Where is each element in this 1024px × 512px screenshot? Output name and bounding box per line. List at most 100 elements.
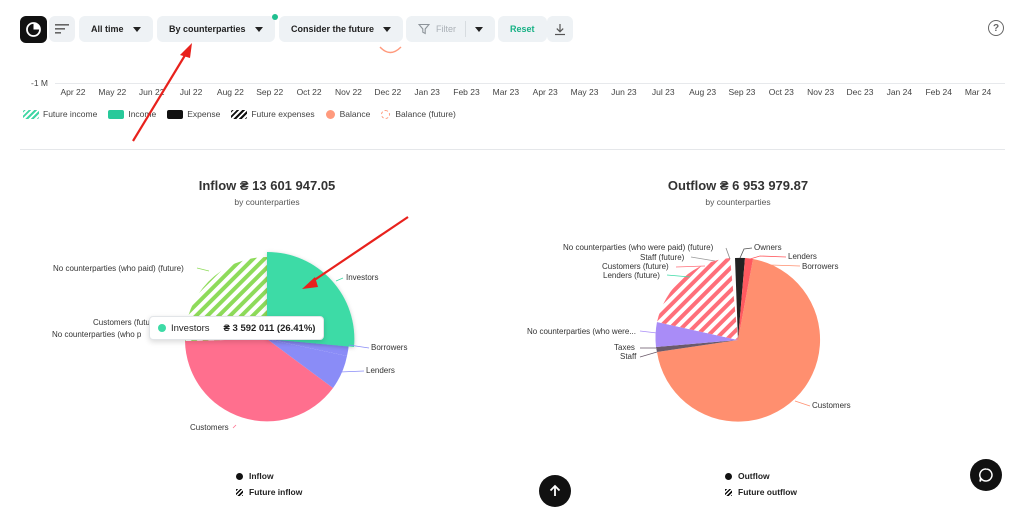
future-income-swatch [23, 109, 39, 119]
outflow-label-staff: Staff [620, 352, 637, 361]
legend-balance[interactable]: Balance [325, 109, 370, 119]
download-icon [555, 23, 565, 35]
legend-future-income[interactable]: Future income [23, 109, 97, 119]
funnel-icon [418, 23, 430, 35]
outflow-label-customers-future: Customers (future) [602, 262, 669, 271]
reset-button[interactable]: Reset [498, 16, 547, 42]
pie-slice-lenders-out[interactable] [738, 258, 753, 340]
reset-label: Reset [510, 24, 535, 34]
inflow-subtitle: by counterparties [234, 197, 300, 207]
timeline-month: Mar 23 [492, 87, 520, 97]
outflow-label-taxes: Taxes [614, 343, 635, 352]
outflow-label-owners: Owners [754, 243, 782, 252]
period-label: All time [91, 24, 124, 34]
timeline-month: Apr 23 [532, 87, 558, 97]
pie-slice-staff[interactable] [656, 340, 738, 352]
outflow-label-staff-future: Staff (future) [640, 253, 685, 262]
pie-slice-future-outflow[interactable] [657, 258, 738, 340]
pie-clock-icon[interactable] [20, 15, 47, 43]
outflow-subtitle: by counterparties [705, 197, 771, 207]
outflow-label-no-cp-clipped: No counterparties (who were... [527, 327, 636, 336]
chat-bubble-icon [979, 468, 993, 482]
timeline-month: Nov 22 [334, 87, 362, 97]
future-outflow-swatch [725, 488, 732, 496]
timeline-month: Jul 23 [651, 87, 675, 97]
future-expenses-swatch [231, 109, 248, 119]
timeline-month: Oct 23 [768, 87, 794, 97]
legend-inflow[interactable]: Inflow [236, 471, 274, 481]
section-divider [20, 149, 1005, 150]
legend-future-expenses[interactable]: Future expenses [231, 109, 315, 119]
legend-balance-future[interactable]: Balance (future) [381, 109, 456, 119]
outflow-label-lenders-future: Lenders (future) [603, 271, 660, 280]
inflow-dot [236, 472, 243, 480]
outflow-title: Outflow ₴ 6 953 979.87 [667, 178, 809, 193]
timeline-month: Nov 23 [807, 87, 835, 97]
legend-future-outflow[interactable]: Future outflow [725, 487, 797, 497]
timeline-month: Jan 23 [414, 87, 440, 97]
timeline-month: Sep 23 [728, 87, 756, 97]
pie-slice-borrowers[interactable] [267, 339, 349, 356]
active-indicator [271, 14, 278, 20]
timeline-month: Apr 22 [60, 87, 86, 97]
legend-outflow[interactable]: Outflow [725, 471, 770, 481]
legend-income[interactable]: Income [108, 109, 156, 119]
inflow-label-customers: Customers [190, 423, 229, 432]
sort-lines-icon[interactable] [49, 16, 75, 42]
timeline-month: Dec 23 [846, 87, 874, 97]
outflow-label-customers: Customers [812, 401, 851, 410]
timeline-month: Aug 23 [689, 87, 717, 97]
filter-dropdown[interactable]: Filter [406, 16, 495, 42]
timeline-month: Aug 22 [216, 87, 244, 97]
timeline-month: Oct 22 [296, 87, 322, 97]
chevron-down-icon [254, 26, 263, 32]
pie-slice-owners[interactable] [735, 257, 745, 340]
pie-slice-lenders[interactable] [267, 339, 347, 388]
inflow-label-no-cp-paid: No counterparties (who p [52, 330, 142, 339]
timeline-month: Feb 23 [453, 87, 480, 97]
legend-future-inflow[interactable]: Future inflow [236, 487, 302, 497]
inflow-label-lenders: Lenders [366, 366, 395, 375]
filter-label: Filter [436, 24, 456, 34]
outflow-label-no-cp-future: No counterparties (who were paid) (futur… [563, 243, 714, 252]
pie-slice-customers[interactable] [185, 339, 333, 422]
chat-button[interactable] [970, 459, 1002, 491]
filter-divider [465, 21, 466, 37]
timeline-month: Jun 22 [138, 87, 165, 97]
y-axis-label: -1 M [31, 78, 48, 88]
outflow-dot [725, 472, 732, 480]
tooltip-name: Investors [171, 322, 210, 334]
timeline-month: May 23 [570, 87, 599, 97]
inflow-title: Inflow ₴ 13 601 947.05 [198, 178, 336, 193]
legend-expense[interactable]: Expense [167, 109, 220, 119]
future-dropdown[interactable]: Consider the future [279, 16, 404, 42]
outflow-label-lenders: Lenders [788, 252, 817, 261]
download-button[interactable] [547, 16, 573, 42]
scroll-top-button[interactable] [539, 475, 571, 507]
timeline-month: Dec 22 [374, 87, 402, 97]
pie-slice-taxes[interactable] [655, 322, 738, 347]
arrow-up-icon [549, 484, 561, 496]
outflow-label-borrowers: Borrowers [802, 262, 839, 271]
timeline-month: Feb 24 [925, 87, 952, 97]
timeline-month: Jun 23 [611, 87, 637, 97]
tooltip-color-dot [158, 324, 166, 332]
timeline-month: May 22 [98, 87, 127, 97]
chevron-down-icon [475, 26, 483, 32]
timeline-month: Sep 22 [256, 87, 284, 97]
timeline-month: Jan 24 [886, 87, 913, 97]
inflow-label-investors: Investors [346, 273, 379, 282]
pie-slice-customers-out[interactable] [657, 259, 821, 422]
help-icon[interactable]: ? [988, 20, 1004, 36]
tooltip-value: ₴ 3 592 011 (26.41%) [223, 322, 316, 334]
inflow-label-no-cp-future: No counterparties (who paid) (future) [53, 264, 184, 273]
timeline-month: Mar 24 [964, 87, 992, 97]
future-label: Consider the future [291, 24, 375, 34]
toolbar [20, 15, 75, 43]
period-dropdown[interactable]: All time [79, 16, 153, 42]
grouping-dropdown[interactable]: By counterparties [157, 14, 278, 42]
chevron-down-icon [132, 26, 141, 32]
timeline-month: Jul 22 [179, 87, 203, 97]
